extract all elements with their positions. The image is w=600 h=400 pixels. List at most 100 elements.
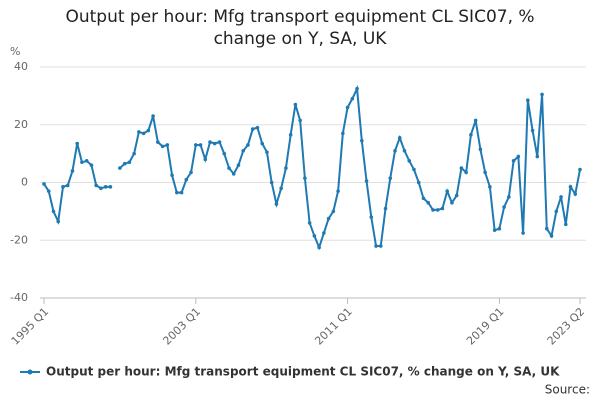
data-point xyxy=(511,159,516,163)
data-point xyxy=(193,143,198,147)
y-tick-label: 20 xyxy=(14,118,28,131)
data-point xyxy=(212,141,217,146)
data-point xyxy=(322,231,326,235)
data-point xyxy=(573,192,578,196)
data-point xyxy=(127,160,132,165)
data-point xyxy=(336,189,340,193)
data-point xyxy=(217,140,222,144)
data-point xyxy=(293,102,298,107)
data-point xyxy=(99,186,103,191)
data-point xyxy=(364,179,369,183)
data-point xyxy=(521,231,525,235)
data-point xyxy=(265,150,269,154)
data-point xyxy=(435,208,440,212)
data-point xyxy=(483,170,487,175)
data-point xyxy=(42,182,46,186)
data-point xyxy=(170,173,174,178)
data-point xyxy=(544,226,549,231)
y-axis-label: % xyxy=(10,45,20,58)
data-point xyxy=(549,234,554,238)
legend-marker xyxy=(27,369,33,375)
data-point xyxy=(540,92,544,97)
data-point xyxy=(445,189,449,193)
data-point xyxy=(118,166,122,170)
data-point xyxy=(388,176,393,180)
data-point xyxy=(402,148,407,153)
data-point xyxy=(488,185,492,189)
data-point xyxy=(284,166,288,170)
data-point xyxy=(426,200,431,205)
x-tick-label: 2019 Q1 xyxy=(464,305,507,348)
data-point xyxy=(578,167,582,172)
data-point xyxy=(559,195,563,199)
data-point xyxy=(378,244,383,248)
data-point xyxy=(516,154,521,159)
data-point xyxy=(459,166,464,170)
data-point xyxy=(526,98,530,103)
data-point xyxy=(231,172,236,176)
data-point xyxy=(56,219,61,224)
y-tick-label: 40 xyxy=(14,60,28,73)
data-point xyxy=(146,128,151,133)
data-point xyxy=(160,144,165,149)
y-tick-label: -20 xyxy=(10,233,28,246)
data-point xyxy=(326,216,331,221)
data-point xyxy=(407,159,412,163)
data-point xyxy=(317,245,321,250)
data-point xyxy=(360,138,364,143)
data-point xyxy=(203,157,208,162)
data-point xyxy=(473,118,478,123)
y-tick-label: -40 xyxy=(10,291,28,304)
data-point xyxy=(431,208,435,212)
data-point xyxy=(75,141,80,146)
data-point xyxy=(383,206,388,211)
data-point xyxy=(122,161,127,166)
data-point xyxy=(303,176,307,180)
data-point xyxy=(412,167,416,172)
data-point xyxy=(236,163,241,167)
data-point xyxy=(151,114,155,118)
data-point xyxy=(563,222,568,227)
chart-title: Output per hour: Mfg transport equipment… xyxy=(65,7,535,49)
data-point xyxy=(274,202,279,206)
x-tick-label: 2003 Q1 xyxy=(160,305,203,348)
data-point xyxy=(137,130,141,134)
data-point xyxy=(492,228,497,232)
data-point xyxy=(241,148,246,153)
data-point xyxy=(421,196,426,201)
data-point xyxy=(454,193,459,198)
data-point xyxy=(70,169,75,173)
data-point xyxy=(497,226,502,231)
source: Source: xyxy=(545,383,590,397)
data-point xyxy=(80,160,84,165)
data-point xyxy=(260,141,264,146)
data-point xyxy=(469,133,473,137)
data-point xyxy=(179,190,184,195)
x-tick-label: 1995 Q1 xyxy=(9,305,52,348)
x-tick-label: 2023 Q2 xyxy=(545,305,588,348)
data-point xyxy=(478,147,483,152)
data-point xyxy=(393,148,397,153)
data-line xyxy=(43,84,581,251)
data-point xyxy=(530,128,535,133)
data-point xyxy=(350,96,355,101)
data-point xyxy=(94,183,98,188)
data-point xyxy=(440,206,445,211)
data-point xyxy=(65,183,70,188)
data-point xyxy=(198,143,203,147)
data-point xyxy=(535,154,540,159)
data-point xyxy=(369,215,374,219)
data-point xyxy=(89,163,94,167)
data-point xyxy=(156,140,160,144)
data-point xyxy=(288,133,293,137)
data-point xyxy=(450,200,454,205)
data-point xyxy=(103,185,108,189)
data-point xyxy=(132,151,136,156)
data-point xyxy=(345,105,350,110)
data-point xyxy=(255,125,260,130)
data-point xyxy=(416,180,421,185)
data-point xyxy=(61,185,65,189)
data-point xyxy=(554,209,559,214)
